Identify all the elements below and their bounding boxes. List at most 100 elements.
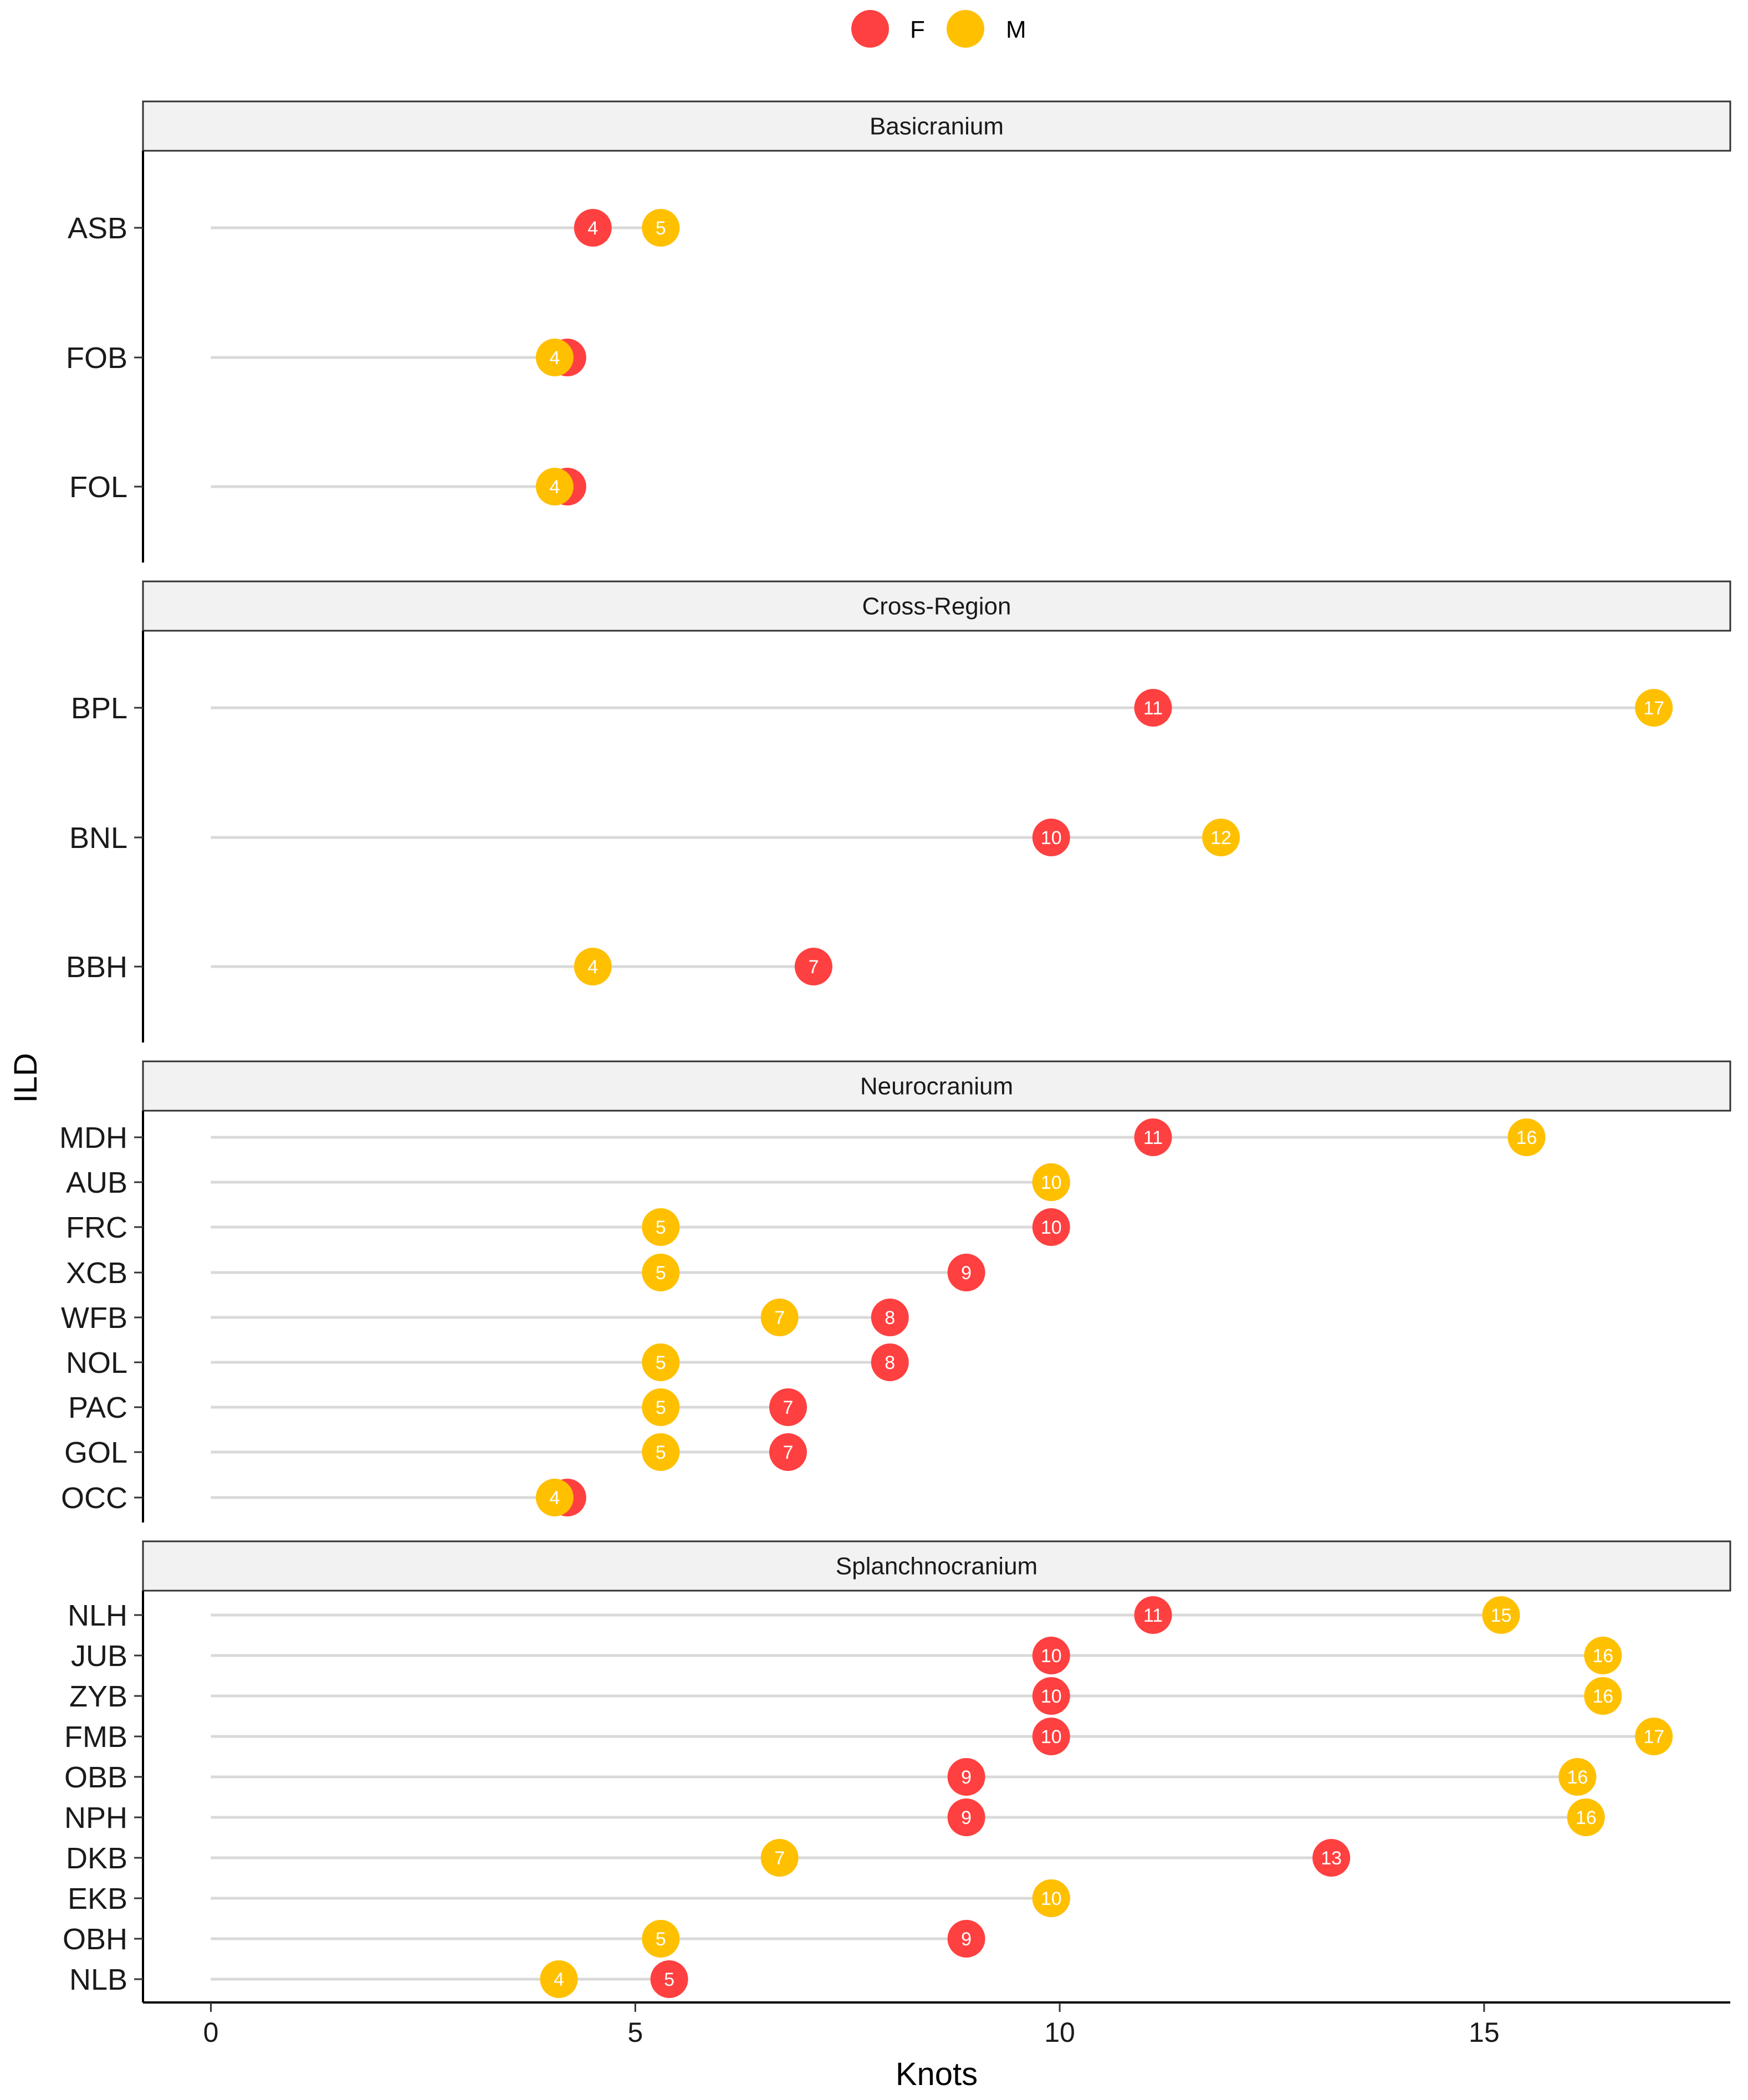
dot-F: [574, 209, 612, 247]
value-label-F: 11: [1143, 698, 1163, 719]
legend-F-dot: [851, 10, 889, 48]
x-tick-label: 5: [627, 2017, 643, 2048]
row-fob: FOB44: [66, 339, 586, 376]
y-tick-label: OBH: [63, 1923, 127, 1956]
strip-title: Neurocranium: [860, 1073, 1013, 1100]
y-tick-label: GOL: [64, 1436, 127, 1469]
value-label-M: 15: [1491, 1605, 1512, 1626]
dot-F: [794, 948, 832, 985]
value-label-F: 7: [783, 1442, 794, 1463]
row-pac: PAC 7 5: [68, 1388, 807, 1426]
dot-M: [642, 1208, 680, 1246]
y-tick-label: FMB: [64, 1720, 127, 1754]
value-label-F: 11: [1143, 1127, 1163, 1148]
dot-F: [1032, 1677, 1070, 1715]
panel-cross-region: Cross-Region BPL 17 11 BNL 12 10 BBH 7 4: [66, 580, 1731, 1043]
row-fol: FOL44: [69, 468, 586, 505]
dot-F: [1312, 1839, 1351, 1877]
row-fmb: FMB 17 10: [64, 1718, 1673, 1755]
legend-M-dot: [947, 10, 984, 48]
value-label-F: 10: [1041, 1646, 1062, 1667]
dot-M: [1202, 819, 1240, 856]
dot-M: [642, 209, 680, 247]
row-gol: GOL 7 5: [64, 1433, 807, 1471]
value-label-M: 7: [774, 1848, 785, 1869]
dot-F: [1134, 1596, 1172, 1634]
row-xcb: XCB 9 5: [66, 1254, 985, 1291]
dot-M: [535, 1479, 574, 1516]
y-tick-label: FOL: [69, 471, 127, 504]
dot-M: [1584, 1637, 1622, 1674]
value-label-F: 10: [1041, 1686, 1062, 1707]
value-label-M: 10: [1041, 1888, 1062, 1909]
strip-title: Basicranium: [870, 113, 1004, 140]
row-jub: JUB 16 10: [71, 1637, 1622, 1674]
row-obb: OBB 16 9: [64, 1758, 1597, 1796]
value-label-F: 4: [587, 218, 598, 239]
dot-F: [947, 1758, 985, 1796]
value-label-M: 17: [1643, 698, 1664, 719]
dot-M: [1635, 1718, 1673, 1755]
value-label-F: 9: [961, 1929, 972, 1950]
strip-splanchnocranium: [142, 1540, 1731, 1592]
strip-title: Splanchnocranium: [836, 1553, 1037, 1580]
strip-neurocranium: [142, 1060, 1731, 1112]
y-tick-label: PAC: [68, 1391, 127, 1424]
dot-F: [947, 1254, 985, 1291]
dot-F: [1134, 1118, 1172, 1156]
row-dkb: DKB 13 7: [66, 1839, 1351, 1877]
value-label-F: 7: [808, 957, 819, 978]
dot-M: [642, 1343, 680, 1381]
row-bnl: BNL 12 10: [69, 819, 1240, 856]
strip-cross-region: [142, 580, 1731, 632]
value-label-F: 10: [1041, 1726, 1062, 1748]
x-tick-label: 15: [1469, 2017, 1500, 2048]
dot-M: [642, 1433, 680, 1471]
value-label-F: 8: [885, 1352, 895, 1373]
facet-panels: Basicranium ASB 5 4 FOB 4 4 FOL 4 4 Cross-Region BP…: [59, 100, 1731, 2002]
dot-M: [540, 1960, 578, 1998]
x-tick-label: 0: [203, 2017, 219, 2048]
row-occ: OCC44: [61, 1479, 586, 1516]
y-tick-label: NLB: [69, 1963, 127, 1996]
value-label-F: 10: [1041, 1217, 1062, 1238]
y-tick-label: NLH: [68, 1599, 127, 1632]
row-bbh: BBH 7 4: [66, 948, 832, 985]
y-tick-label: ASB: [68, 212, 127, 245]
value-label-M: 10: [1041, 1172, 1062, 1193]
value-label-M: 5: [656, 218, 666, 239]
dot-F: [769, 1433, 807, 1471]
dot-F: [947, 1920, 985, 1958]
dot-M: [574, 948, 612, 985]
value-label-M: 17: [1643, 1726, 1664, 1748]
dot-F: [871, 1299, 909, 1336]
dot-F: [1134, 689, 1172, 727]
value-label-M: 16: [1576, 1807, 1597, 1828]
x-tick-label: 10: [1044, 2017, 1075, 2048]
y-tick-label: OCC: [61, 1481, 127, 1515]
value-label-F: 8: [885, 1307, 895, 1329]
row-zyb: ZYB 16 10: [69, 1677, 1622, 1715]
y-tick-label: JUB: [71, 1639, 127, 1673]
value-label-M: 5: [656, 1929, 666, 1950]
y-tick-label: BBH: [66, 951, 127, 984]
dot-M: [760, 1839, 799, 1877]
dot-M: [535, 468, 574, 505]
dot-F: [769, 1388, 807, 1426]
row-nlb: NLB 5 4: [69, 1960, 688, 1998]
value-label-F: 9: [961, 1263, 972, 1284]
value-label-M: 16: [1567, 1767, 1588, 1788]
value-label-M: 4: [549, 348, 560, 369]
dot-F: [1032, 819, 1070, 856]
y-tick-label: NPH: [64, 1801, 127, 1835]
y-axis-title: ILD: [8, 1053, 44, 1103]
dot-F: [650, 1960, 688, 1998]
y-tick-label: WFB: [61, 1301, 127, 1335]
dot-F: [947, 1798, 985, 1836]
dot-M: [1032, 1163, 1070, 1201]
value-label-M: 4: [554, 1969, 564, 1990]
panel-basicranium: BasicraniumASB54FOB44FOL44: [66, 100, 1731, 563]
